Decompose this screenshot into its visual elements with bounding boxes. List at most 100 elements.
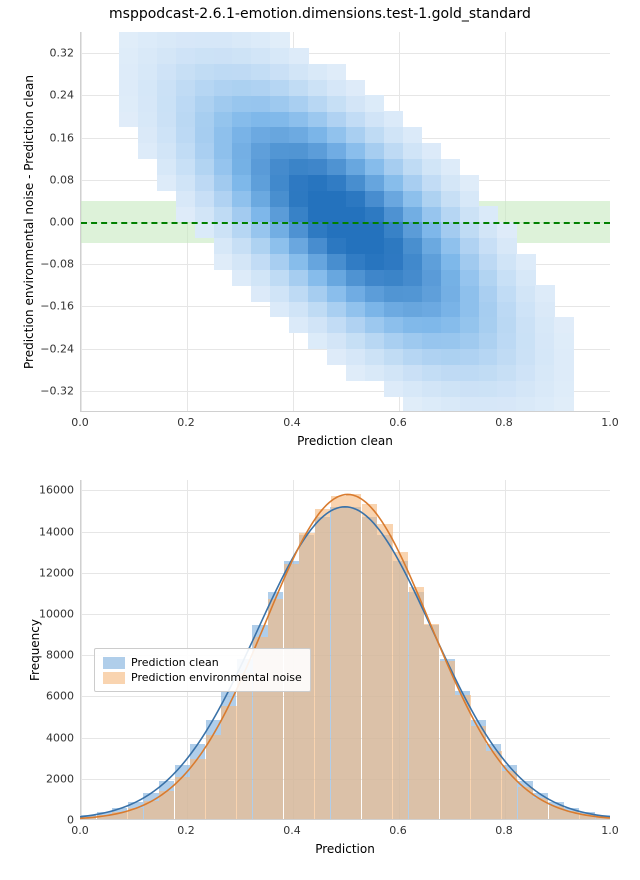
heat-cell (460, 175, 479, 191)
hist-bar-noise (455, 695, 470, 819)
heat-cell (308, 95, 327, 111)
xtick-label: 0.4 (283, 416, 301, 429)
heat-cell (497, 396, 516, 412)
heat-cell (195, 80, 214, 96)
heat-cell (308, 301, 327, 317)
heat-cell (422, 238, 441, 254)
heat-cell (497, 301, 516, 317)
heat-cell (384, 349, 403, 365)
heat-cell (289, 190, 308, 206)
heat-cell (289, 111, 308, 127)
heat-cell (460, 396, 479, 412)
heat-cell (157, 175, 176, 191)
heat-cell (270, 80, 289, 96)
heat-cell (535, 285, 554, 301)
hist-bar-noise (346, 494, 361, 819)
heat-cell (384, 333, 403, 349)
heat-cell (327, 301, 346, 317)
heat-cell (346, 111, 365, 127)
heat-cell (535, 349, 554, 365)
heat-cell (384, 301, 403, 317)
heat-cell (497, 222, 516, 238)
heat-cell (289, 206, 308, 222)
heat-cell (232, 206, 251, 222)
heat-cell (460, 349, 479, 365)
heat-cell (232, 175, 251, 191)
heat-cell (346, 143, 365, 159)
heat-cell (327, 317, 346, 333)
heat-cell (195, 95, 214, 111)
heat-cell (535, 317, 554, 333)
heat-cell (422, 333, 441, 349)
heat-cell (327, 127, 346, 143)
ylabel-top: Prediction environmental noise - Predict… (22, 32, 36, 412)
heat-cell (289, 143, 308, 159)
xtick-label: 0.2 (177, 416, 195, 429)
heat-cell (516, 270, 535, 286)
heat-cell (289, 222, 308, 238)
heat-cell (308, 222, 327, 238)
heat-cell (403, 127, 422, 143)
heat-cell (232, 64, 251, 80)
heat-cell (346, 317, 365, 333)
heat-cell (403, 143, 422, 159)
heat-cell (479, 333, 498, 349)
heat-cell (232, 254, 251, 270)
heat-cell (195, 222, 214, 238)
heat-cell (403, 301, 422, 317)
heat-cell (460, 190, 479, 206)
heat-cell (308, 159, 327, 175)
heat-cell (403, 238, 422, 254)
heat-cell (384, 222, 403, 238)
heat-cell (251, 190, 270, 206)
heat-cell (157, 32, 176, 48)
heat-cell (251, 206, 270, 222)
heat-cell (214, 206, 233, 222)
hist-bar-noise (393, 552, 408, 819)
hist-bar-noise (580, 814, 595, 819)
hist-bar-noise (424, 624, 439, 819)
heat-cell (441, 380, 460, 396)
heat-cell (308, 143, 327, 159)
heat-cell (119, 80, 138, 96)
heat-cell (176, 111, 195, 127)
legend-label-noise: Prediction environmental noise (131, 671, 302, 684)
heat-cell (270, 175, 289, 191)
heat-cell (327, 349, 346, 365)
heat-cell (403, 396, 422, 412)
heat-cell (251, 159, 270, 175)
heat-cell (346, 365, 365, 381)
heat-cell (308, 190, 327, 206)
heat-cell (270, 238, 289, 254)
heat-cell (270, 206, 289, 222)
heat-cell (232, 270, 251, 286)
heat-cell (384, 127, 403, 143)
heat-cell (251, 95, 270, 111)
heat-cell (384, 238, 403, 254)
legend-item-clean: Prediction clean (103, 655, 302, 670)
hist-bar-noise (315, 509, 330, 819)
heat-cell (251, 222, 270, 238)
xtick-label: 0.0 (71, 416, 89, 429)
heat-cell (251, 80, 270, 96)
heat-cell (460, 317, 479, 333)
hist-bar-noise (128, 808, 143, 819)
heat-cell (422, 270, 441, 286)
heat-cell (195, 190, 214, 206)
hist-bar-noise (518, 787, 533, 819)
heat-cell (365, 254, 384, 270)
heat-cell (289, 159, 308, 175)
ytick-label: −0.32 (40, 384, 74, 397)
heat-cell (422, 175, 441, 191)
heat-cell (403, 349, 422, 365)
heat-cell (270, 143, 289, 159)
heat-cell (346, 80, 365, 96)
heat-cell (195, 159, 214, 175)
heat-cell (289, 175, 308, 191)
heat-cell (232, 111, 251, 127)
hist-bar-noise (221, 706, 236, 819)
hist-bar-noise (175, 777, 190, 819)
heat-cell (554, 333, 573, 349)
heat-cell (479, 349, 498, 365)
heat-cell (251, 32, 270, 48)
